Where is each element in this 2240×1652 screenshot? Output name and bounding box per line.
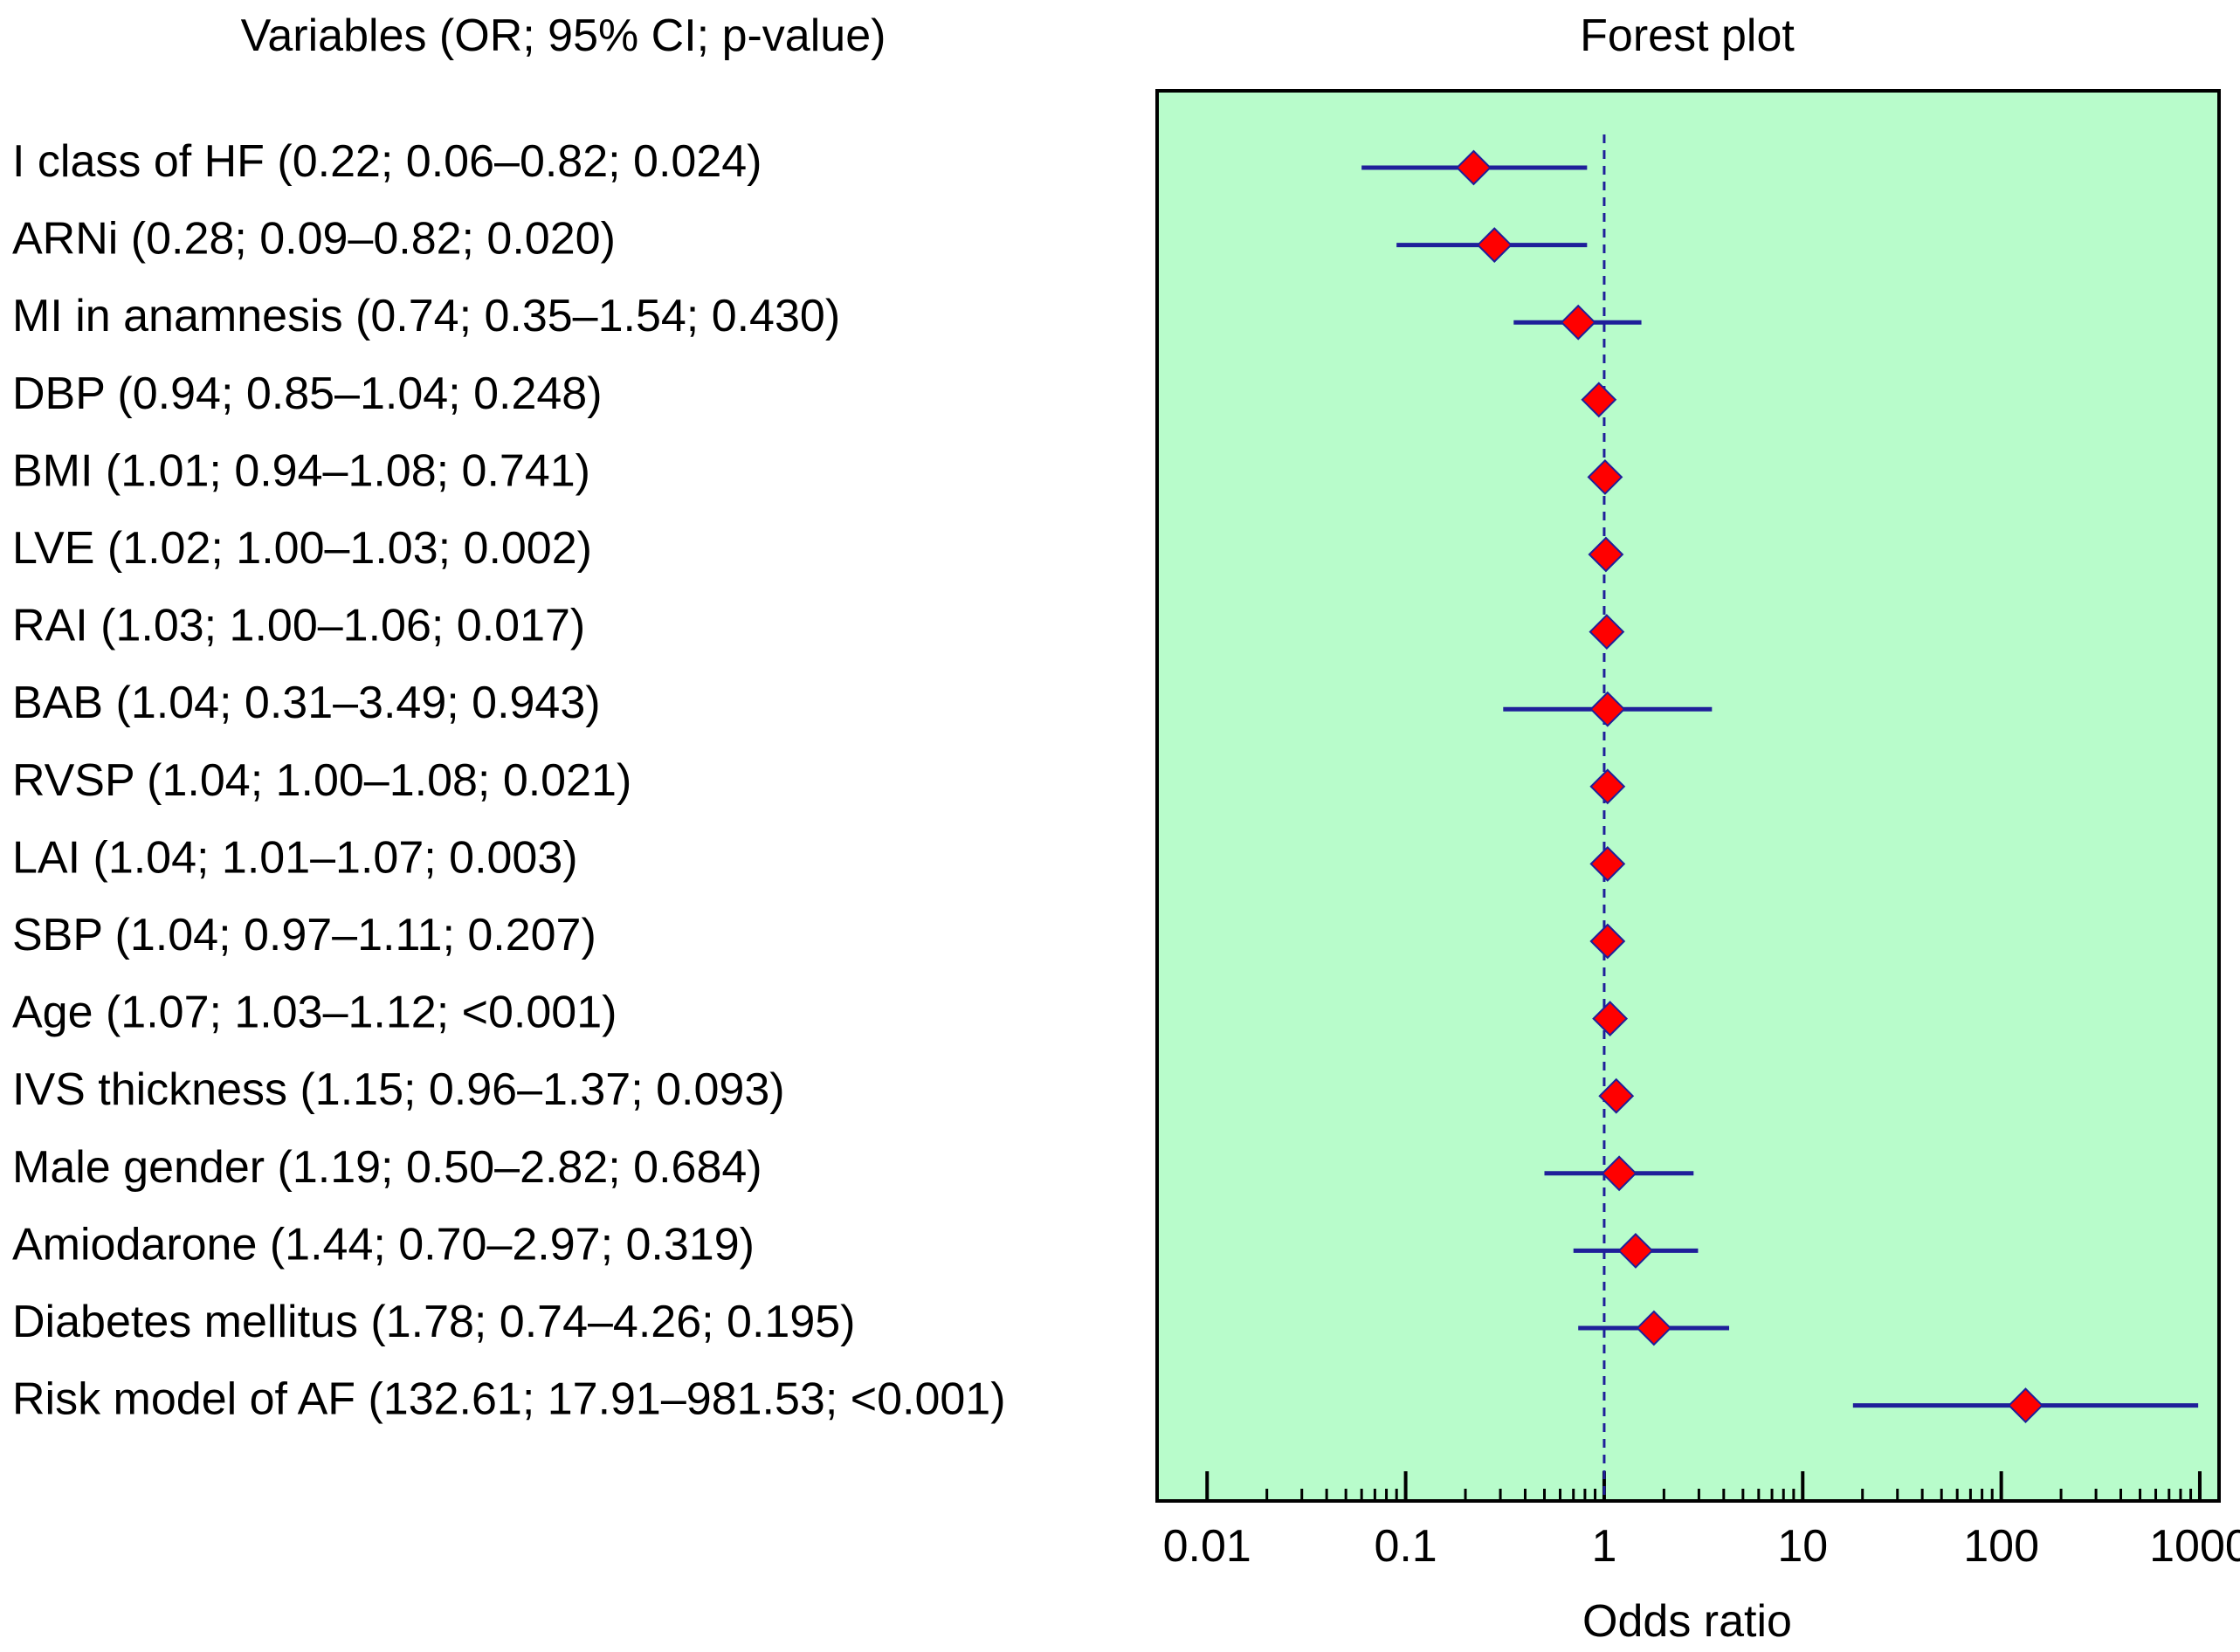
x-axis-ticks: 0.01 0.1 1 10 100 1000 bbox=[1163, 1471, 2240, 1572]
variable-label: MI in anamnesis (0.74; 0.35–1.54; 0.430) bbox=[12, 291, 840, 341]
variable-label: Age (1.07; 1.03–1.12; <0.001) bbox=[12, 988, 617, 1038]
or-marker bbox=[1456, 149, 1492, 186]
x-axis-label: Odds ratio bbox=[1582, 1596, 1792, 1647]
variable-label: LVE (1.02; 1.00–1.03; 0.002) bbox=[12, 523, 592, 574]
or-marker bbox=[1589, 845, 1626, 882]
variable-label: DBP (0.94; 0.85–1.04; 0.248) bbox=[12, 368, 603, 419]
variable-label: ARNi (0.28; 0.09–0.82; 0.020) bbox=[12, 214, 616, 265]
or-marker bbox=[2008, 1387, 2044, 1424]
or-marker bbox=[1601, 1155, 1637, 1192]
variable-label: IVS thickness (1.15; 0.96–1.37; 0.093) bbox=[12, 1064, 785, 1115]
or-marker bbox=[1592, 1001, 1629, 1037]
variable-label: RAI (1.03; 1.00–1.06; 0.017) bbox=[12, 601, 585, 651]
variable-label: Risk model of AF (132.61; 17.91–981.53; … bbox=[12, 1374, 1006, 1425]
x-tick-label-10: 10 bbox=[1777, 1521, 1828, 1572]
or-marker bbox=[1476, 227, 1513, 264]
variable-label: BMI (1.01; 0.94–1.08; 0.741) bbox=[12, 445, 590, 496]
variable-labels: I class of HF (0.22; 0.06–0.82; 0.024) AR… bbox=[12, 136, 1006, 1425]
variable-label: RVSP (1.04; 1.00–1.08; 0.021) bbox=[12, 755, 631, 806]
x-tick-label-1: 1 bbox=[1591, 1521, 1616, 1572]
or-marker bbox=[1598, 1077, 1635, 1114]
or-marker bbox=[1589, 923, 1626, 960]
or-marker bbox=[1617, 1232, 1654, 1269]
x-tick-label-1000: 1000 bbox=[2149, 1521, 2240, 1572]
variable-label: I class of HF (0.22; 0.06–0.82; 0.024) bbox=[12, 136, 762, 187]
or-marker bbox=[1560, 304, 1596, 341]
or-marker bbox=[1589, 691, 1626, 727]
or-marker bbox=[1589, 614, 1625, 650]
or-marker bbox=[1636, 1310, 1672, 1346]
variable-label: BAB (1.04; 0.31–3.49; 0.943) bbox=[12, 678, 601, 728]
variable-label: SBP (1.04; 0.97–1.11; 0.207) bbox=[12, 910, 596, 960]
variable-label: Amiodarone (1.44; 0.70–2.97; 0.319) bbox=[12, 1219, 755, 1270]
x-tick-label-100: 100 bbox=[1963, 1521, 2039, 1572]
variable-label: LAI (1.04; 1.01–1.07; 0.003) bbox=[12, 832, 578, 883]
chart-title: Forest plot bbox=[1580, 10, 1795, 61]
x-tick-label-0.1: 0.1 bbox=[1374, 1521, 1437, 1572]
variable-label: Diabetes mellitus (1.78; 0.74–4.26; 0.19… bbox=[12, 1297, 855, 1347]
variable-label: Male gender (1.19; 0.50–2.82; 0.684) bbox=[12, 1142, 762, 1193]
or-marker bbox=[1588, 536, 1624, 573]
or-marker bbox=[1587, 458, 1623, 495]
plot-panel bbox=[1157, 91, 2219, 1501]
plot-frame bbox=[1155, 89, 2221, 1503]
forest-marks bbox=[1361, 149, 2199, 1424]
or-marker bbox=[1589, 768, 1626, 805]
x-tick-label-0.01: 0.01 bbox=[1163, 1521, 1251, 1572]
variables-header: Variables (OR; 95% CI; p-value) bbox=[241, 10, 886, 61]
or-marker bbox=[1581, 382, 1617, 418]
